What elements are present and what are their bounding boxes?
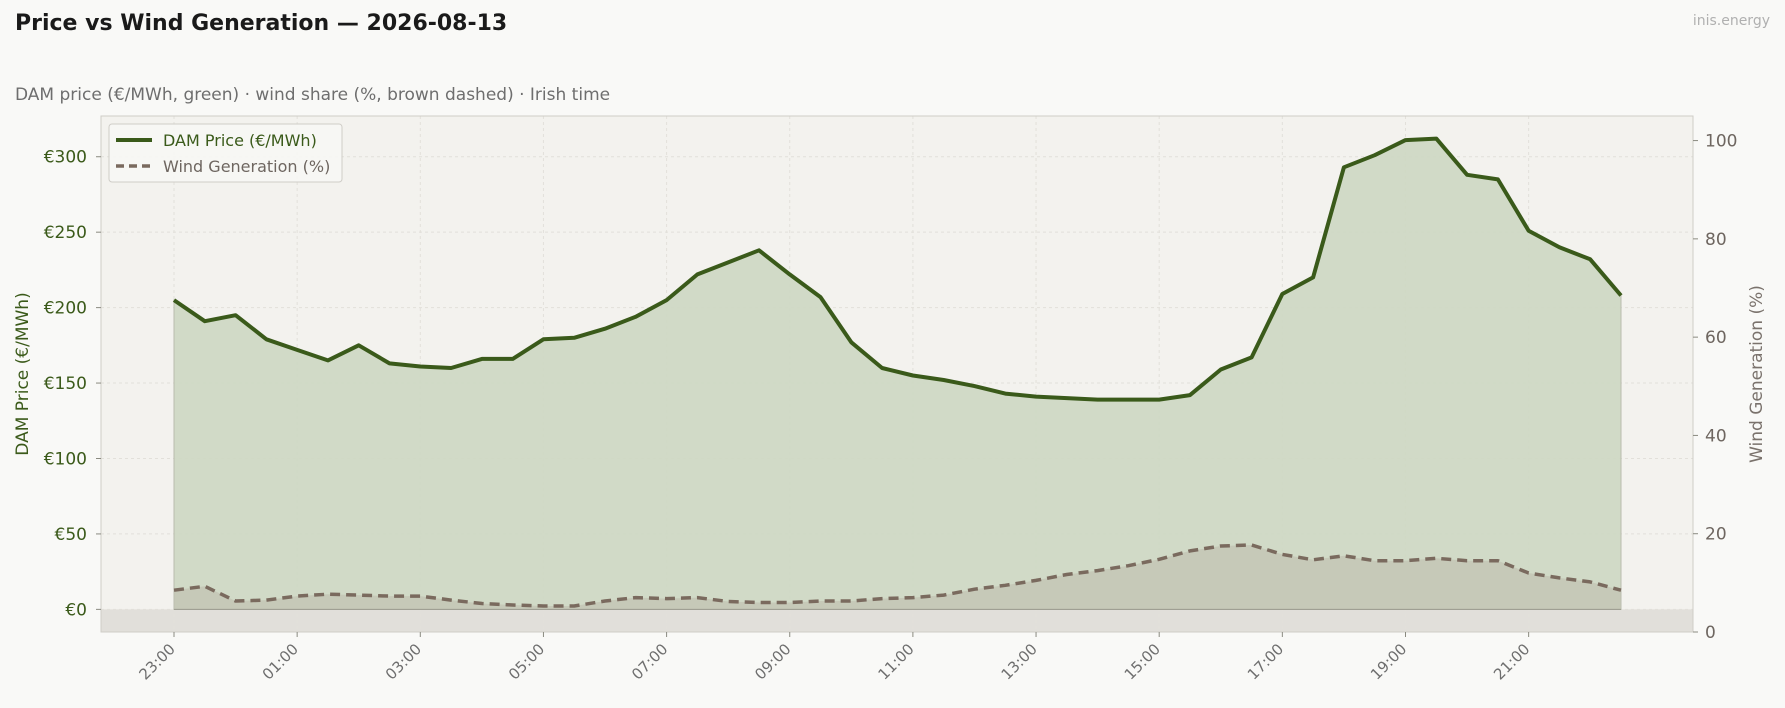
- right-tick-label: 80: [1705, 230, 1727, 250]
- chart-subtitle: DAM price (€/MWh, green) · wind share (%…: [15, 85, 611, 105]
- x-tick-label: 19:00: [1367, 640, 1410, 683]
- x-tick-label: 09:00: [751, 640, 794, 683]
- below-zero-band: [101, 609, 1693, 632]
- x-tick-label: 01:00: [259, 640, 302, 683]
- left-tick-label: €200: [44, 299, 87, 319]
- brand-label: inis.energy: [1692, 13, 1770, 29]
- right-axis-ticks: 0 20 40 60 80 100: [1693, 132, 1737, 643]
- legend-box: [108, 123, 343, 183]
- x-tick-label: 05:00: [505, 640, 548, 683]
- right-tick-label: 60: [1705, 328, 1727, 348]
- right-tick-label: 0: [1705, 623, 1716, 643]
- legend: DAM Price (€/MWh) Wind Generation (%): [108, 123, 343, 183]
- legend-wind-label: Wind Generation (%): [163, 157, 330, 176]
- x-tick-label: 07:00: [628, 640, 671, 683]
- left-tick-label: €50: [55, 525, 87, 545]
- left-tick-label: €0: [65, 600, 87, 620]
- x-tick-label: 15:00: [1121, 640, 1164, 683]
- plot-frame: [100, 115, 1694, 633]
- wind-area-fill: [174, 545, 1621, 610]
- chart-title: Price vs Wind Generation — 2026-08-13: [15, 11, 508, 36]
- right-tick-label: 20: [1705, 525, 1727, 545]
- left-axis-label: DAM Price (€/MWh): [13, 292, 33, 455]
- left-axis-ticks: €0 €50 €100 €150 €200 €250 €300: [44, 148, 101, 620]
- x-axis-ticks: 23:00 01:00 03:00 05:00 07:00 09:00 11:00 13:00…: [136, 632, 1533, 683]
- right-tick-label: 100: [1705, 132, 1737, 152]
- left-tick-label: €100: [44, 449, 87, 469]
- wind-series-line: [173, 543, 1622, 608]
- left-tick-label: €250: [44, 223, 87, 243]
- price-series-line: [172, 136, 1623, 402]
- x-tick-label: 23:00: [136, 640, 179, 683]
- x-tick-label: 17:00: [1244, 640, 1287, 683]
- left-tick-label: €300: [44, 148, 87, 168]
- right-axis-label: Wind Generation (%): [1747, 285, 1767, 463]
- right-tick-label: 40: [1705, 426, 1727, 446]
- x-tick-label: 21:00: [1490, 640, 1533, 683]
- x-tick-label: 11:00: [874, 640, 917, 683]
- x-tick-label: 03:00: [382, 640, 425, 683]
- left-tick-label: €150: [44, 374, 87, 394]
- x-tick-label: 13:00: [998, 640, 1041, 683]
- legend-price-label: DAM Price (€/MWh): [163, 131, 317, 150]
